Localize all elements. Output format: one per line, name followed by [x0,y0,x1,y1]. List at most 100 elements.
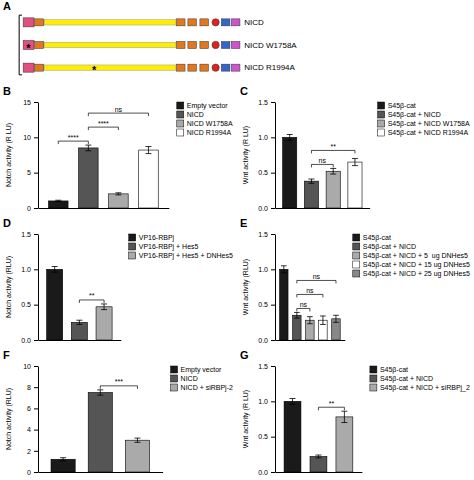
annotations: ********ns [58,106,148,145]
bar-panel: BEmpty vectorNICDNICD W1758ANICD R1994A0… [3,85,233,212]
error-bar [315,455,321,458]
tick-label: 15 [23,99,31,106]
bar [49,201,69,208]
y-tick: 1.5 [258,363,275,370]
legend-label: S45β-cat [380,366,408,374]
legend-label: VP16-RBPj [139,234,175,242]
tick-label: 1.0 [21,266,31,273]
legend-swatch [353,234,360,241]
legend-label: NICD + siRBPj-2 [181,384,233,392]
bar [326,171,340,208]
tick-label: 0.5 [258,433,268,440]
tick-mark [34,305,38,306]
significance-bracket [297,308,310,311]
significance-bracket [297,294,323,297]
bar [47,269,63,340]
panel-label: A [3,0,11,12]
legend-item: S45β-cat + NICD + 25 ug DNHes5 [353,270,470,278]
error-bar [290,399,296,405]
error-bar [320,316,326,324]
tick-mark [34,102,38,103]
y-tick: 1.5 [258,99,275,106]
tick-mark [271,305,275,306]
error-bar [341,411,347,422]
y-tick: 0 [27,205,38,212]
panel-label: G [240,349,249,361]
legend-swatch [129,243,136,250]
y-tick: 1.0 [258,134,275,141]
bar [71,322,87,340]
legend-swatch [378,111,385,118]
legend-swatch [129,252,136,259]
annotations: ns** [311,143,355,168]
ankyrin-box [188,64,197,71]
y-tick: 1.0 [21,266,38,273]
y-tick: 1.0 [258,398,275,405]
y-axis-line [38,235,39,341]
y-tick: 1.0 [258,266,275,273]
legend-label: S45β-cat + NICD + 5 ug DNHes5 [363,252,468,260]
legend-item: S45β-cat + NICD [353,243,416,251]
y-axis-title: Notch activity (RLU) [5,388,13,450]
tick-label: 5 [27,169,31,176]
ankyrin-box [200,64,209,71]
tick-label: 0 [27,469,31,476]
significance-label: **** [98,120,109,127]
y-axis-title: Notch activity (R LU) [5,123,13,187]
tick-mark [34,451,38,452]
domain-box [231,42,240,49]
legend-item: S45β-cat [370,366,408,374]
tick-mark [271,102,275,103]
tick-mark [34,137,38,138]
annotations: *** [100,378,137,389]
legend-label: S45β-cat + NICD W1758A [388,120,470,128]
domain-box [35,64,44,71]
tick-mark [34,340,38,341]
backbone [44,20,176,25]
legend-item: NICD + siRBPj-2 [171,384,233,392]
legend-item: NICD R1994A [177,129,232,136]
x-axis [39,208,170,209]
legend-item: S45β-cat [378,102,416,110]
bar [96,307,112,340]
figure: ANICDNICD W1758A*NICD R1994A*BEmpty vect… [0,0,474,480]
error-bar [307,317,313,324]
legend-swatch [129,234,136,241]
tick-mark [34,408,38,409]
y-axis-title: Wnt activity (RLU) [242,259,250,315]
significance-label: *** [115,378,123,385]
legend-swatch [353,243,360,250]
legend-label: S45β-cat + NICD + 15 ug DNHes5 [363,261,470,269]
tick-label: 1.5 [21,231,31,238]
y-axis-title: Wnt activity (R LU) [242,126,250,184]
tick-mark [271,340,275,341]
legend: Empty vectorNICDNICD W1758ANICD R1994A [177,102,233,136]
bar [310,456,327,472]
tick-mark [34,430,38,431]
bar [139,150,159,208]
bar [284,401,301,472]
legend-item: S45β-cat + NICD + siRBPj_2 [370,384,470,392]
tick-label: 10 [23,134,31,141]
tick-label: 0.5 [21,301,31,308]
panel-label: D [3,217,11,229]
bar [304,181,318,208]
y-axis: 0.00.51.01.5 [21,231,38,344]
significance-label: ns [115,106,123,113]
construct-label: NICD R1994A [244,63,295,72]
legend-label: S45β-cat + NICD [380,375,433,383]
significance-label: ** [329,400,335,407]
y-axis-line [275,367,276,473]
diagram-bracket [19,15,22,75]
legend-item: S45β-cat + NICD [378,111,441,119]
legend-label: S45β-cat [388,102,416,110]
legend-label: S45β-cat [363,234,391,242]
x-axis [39,472,164,473]
significance-bracket [79,300,104,303]
tick-label: 1.5 [258,99,268,106]
y-axis-line [275,235,276,341]
legend-swatch [177,102,184,109]
panel-label: C [240,85,248,97]
legend-swatch [171,366,178,373]
y-tick: 8 [27,384,38,391]
